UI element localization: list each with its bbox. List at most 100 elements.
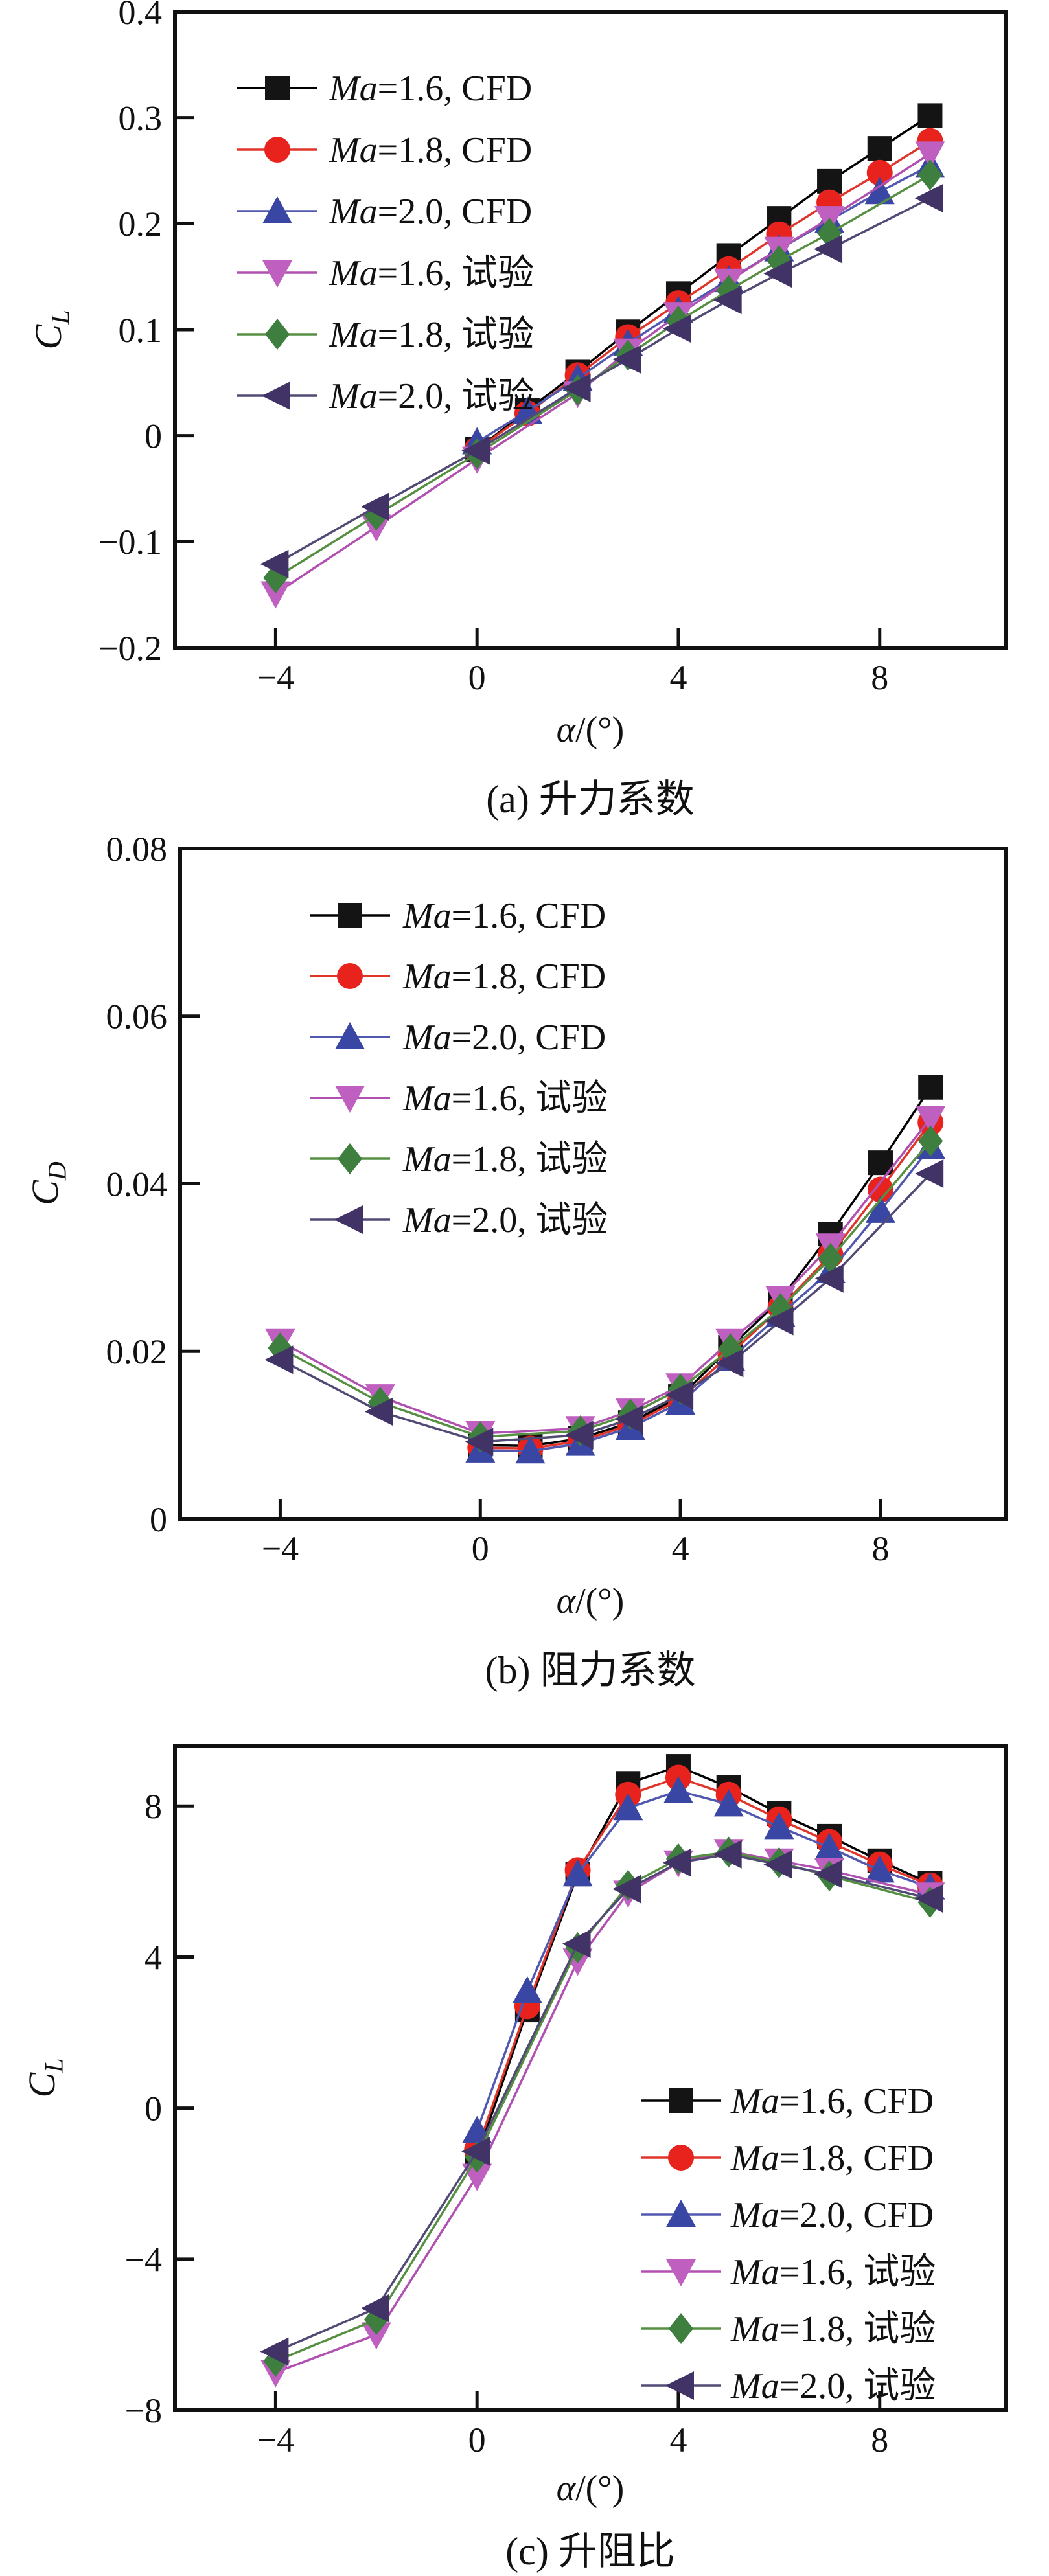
panel-c-caption: (c) 升阻比 [505,2530,675,2573]
legend-marker [337,963,363,989]
data-point [263,2345,288,2377]
data-point [915,141,945,169]
series-line [476,1765,931,2158]
data-point [867,1176,893,1203]
legend-item-Ma=2.0, CFD: Ma=2.0, CFD [310,1018,606,1058]
data-point [612,1875,641,1904]
data-point [465,1427,494,1456]
data-point [260,581,291,609]
data-point [663,1775,693,1803]
legend-marker [665,2371,694,2400]
data-point [867,136,892,161]
y-tick-label: −0.2 [98,629,162,668]
legend-item-Ma=1.6, CFD: Ma=1.6, CFD [237,69,532,109]
data-point [260,2337,289,2366]
series-line [275,1853,930,2353]
ylabel-symbol: C [27,324,69,350]
legend-item-Ma=1.8, CFD: Ma=1.8, CFD [310,957,606,997]
series-line [279,1117,932,1435]
data-point [564,1420,594,1450]
legend-label: Ma=2.0, CFD [730,2195,934,2235]
xlabel-alpha: α [556,710,576,750]
legend-label: Ma=1.6, 试验 [730,2252,936,2292]
panel-b-xlabel: α/(°) [266,1580,914,1622]
data-point [363,2304,389,2336]
data-point [768,1293,793,1325]
data-point [818,1242,843,1274]
legend-marker [265,319,290,350]
legend-marker [338,1143,362,1174]
series-Ma=2.0, 试验 [260,1840,943,2366]
data-point [765,1306,794,1336]
plot-border [173,1744,1008,2412]
legend-label: Ma=1.6, CFD [730,2081,934,2121]
series-line [275,197,931,565]
data-point [764,1812,794,1840]
y-tick-label: −8 [125,2391,162,2430]
legend-item-Ma=1.8, CFD: Ma=1.8, CFD [641,2138,934,2178]
panel-c-xlabel: α/(°) [266,2468,914,2509]
legend-marker [262,382,290,410]
data-point [360,492,389,521]
panel-a-caption: (a) 升力系数 [486,778,695,821]
legend-item-Ma=1.6, 试验: Ma=1.6, 试验 [310,1078,608,1119]
x-tick-label: 8 [871,2421,888,2459]
y-tick-label: 0.1 [119,311,163,350]
legend-label: Ma=1.6, 试验 [329,253,534,293]
data-point [512,1976,542,2003]
legend-item-Ma=1.8, 试验: Ma=1.8, 试验 [310,1139,608,1180]
legend-item-Ma=2.0, 试验: Ma=2.0, 试验 [310,1200,608,1240]
legend-label: Ma=1.8, CFD [329,130,532,170]
legend-item-Ma=2.0, CFD: Ma=2.0, CFD [237,192,532,232]
legend-item-Ma=1.6, CFD: Ma=1.6, CFD [641,2081,934,2121]
legend-label: Ma=1.6, CFD [329,69,532,109]
y-tick-label: 8 [144,1787,162,1826]
legend-marker [668,2145,694,2171]
data-point [713,1789,744,1817]
data-point [361,2322,391,2350]
xlabel-units: /(°) [575,1581,625,1621]
legend-marker [669,2313,693,2344]
panel-c: 8 4 0 −4 −8 −4 0 4 8 Ma=1.6, CFD Ma=1.8, CFD Ma=2.0… [0,1710,1049,2573]
legend-label: Ma=2.0, 试验 [402,1200,608,1240]
data-point [814,1832,845,1860]
y-tick-label: 4 [144,1938,162,1977]
y-tick-label: 0.3 [119,99,163,138]
legend-marker [335,1022,365,1049]
series-line [275,152,931,595]
legend-label: Ma=2.0, 试验 [730,2366,936,2406]
data-point [662,314,691,343]
panel-a-ylabel: CL [25,245,75,414]
data-point [763,259,792,288]
data-point [918,1125,943,1157]
legend-item-Ma=2.0, CFD: Ma=2.0, CFD [641,2195,934,2235]
data-point [562,1930,591,1959]
data-point [914,1884,943,1913]
legend-marker [262,196,292,223]
data-point [914,184,943,213]
legend: Ma=1.6, CFD Ma=1.8, CFD Ma=2.0, CFD Ma=1.6,… [310,896,608,1240]
y-tick-label: 0.06 [106,997,168,1036]
data-point [814,1860,843,1889]
x-tick-label: 8 [871,1529,889,1568]
data-point [865,1195,895,1223]
x-tick-label: 4 [669,2421,687,2459]
series-line [480,1146,932,1452]
series-line [476,164,931,443]
legend-item-Ma=2.0, 试验: Ma=2.0, 试验 [641,2366,936,2406]
series-line [275,174,931,579]
data-point [260,549,289,578]
legend-label: Ma=1.8, CFD [730,2138,934,2178]
legend-label: Ma=1.6, CFD [402,896,606,936]
legend-item-Ma=1.6, 试验: Ma=1.6, 试验 [641,2252,936,2292]
legend: Ma=1.6, CFD Ma=1.8, CFD Ma=2.0, CFD Ma=1.6,… [641,2081,936,2406]
data-point [814,1264,844,1293]
x-tick-label: 4 [672,1529,689,1568]
y-tick-label: 0 [144,2090,162,2128]
legend-label: Ma=1.8, CFD [402,957,606,997]
x-tick-label: 0 [468,658,486,697]
legend-marker [666,2259,696,2286]
data-point [562,374,591,403]
legend-item-Ma=1.6, CFD: Ma=1.6, CFD [310,896,606,936]
legend-label: Ma=2.0, 试验 [329,376,534,416]
